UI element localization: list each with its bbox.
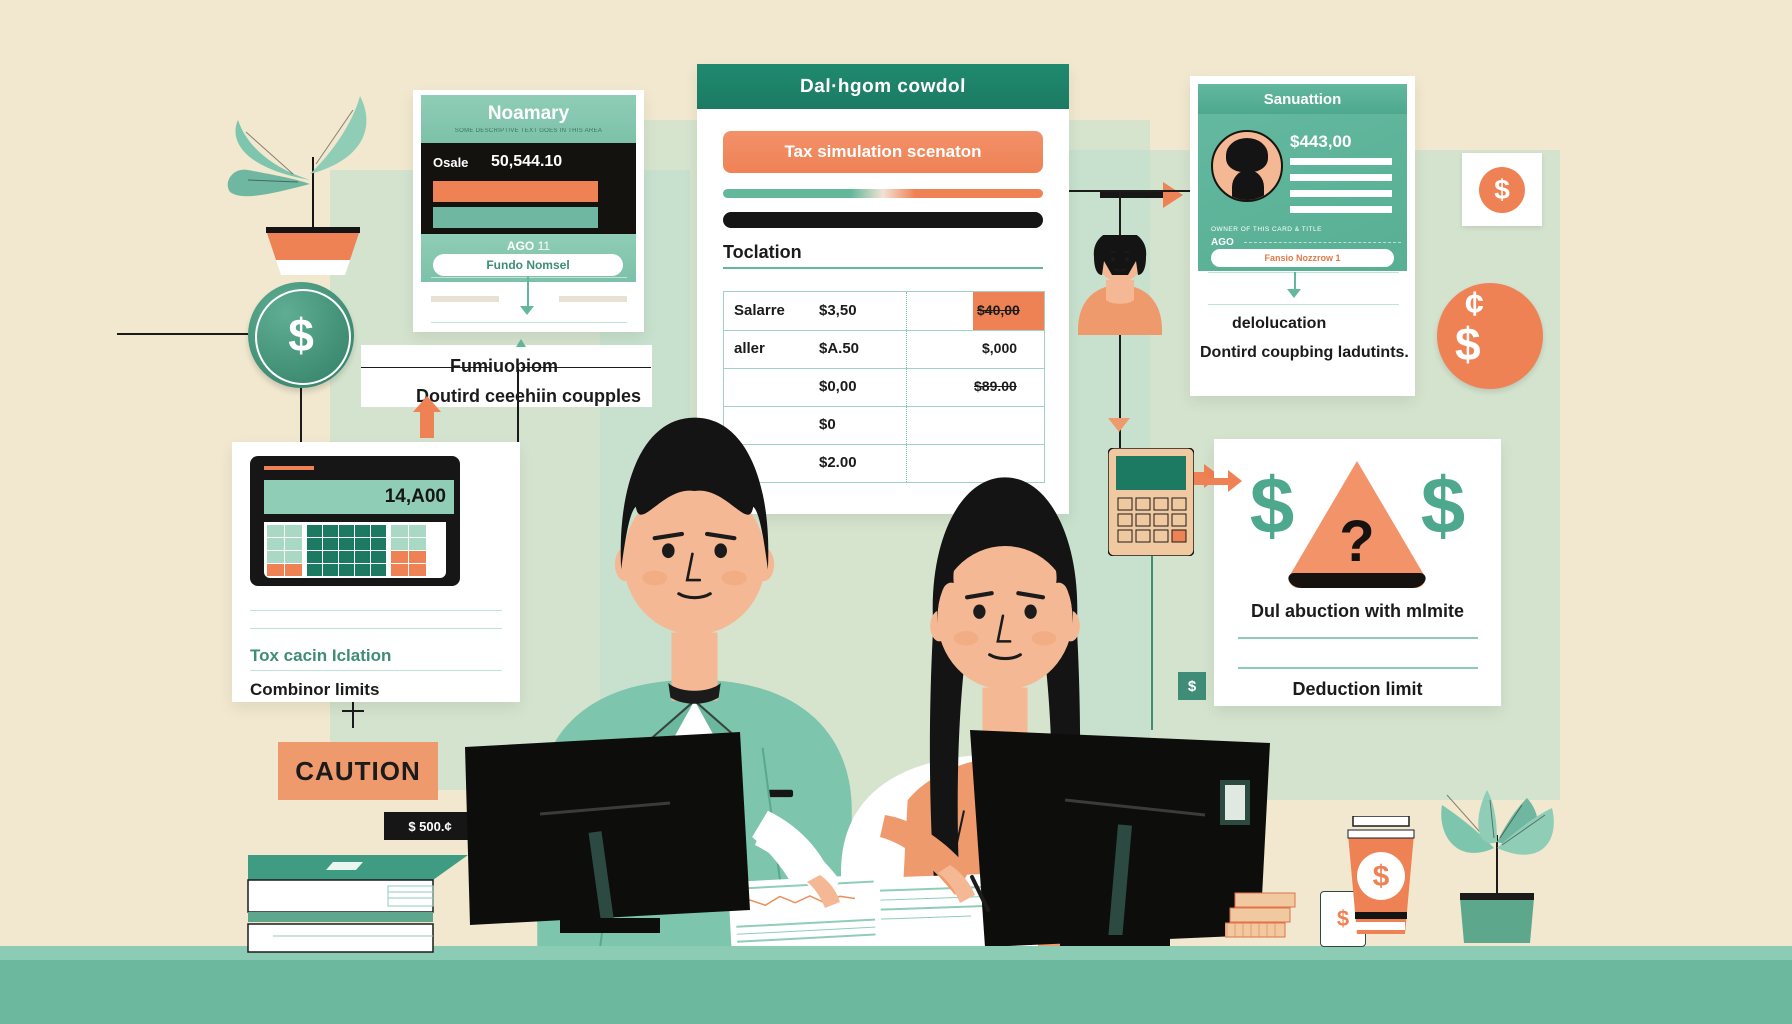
svg-text:$: $: [1250, 461, 1295, 550]
svg-text:$: $: [1421, 461, 1466, 550]
svg-text:$: $: [1373, 860, 1390, 893]
svg-text:?: ?: [1339, 509, 1374, 574]
